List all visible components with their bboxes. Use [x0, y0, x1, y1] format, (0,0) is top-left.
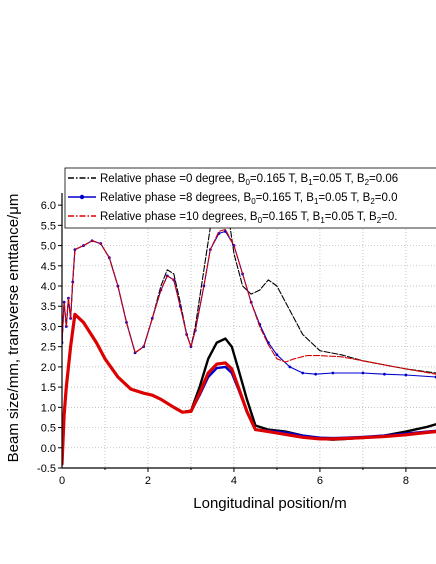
legend-label-part: =0.06 — [369, 173, 398, 185]
legend-subscript: 0 — [245, 178, 250, 187]
x-axis-label: Longitudinal position/m — [193, 495, 346, 512]
y-tick-label: 5.5 — [41, 220, 56, 232]
axes — [58, 193, 436, 472]
legend-label-part: =0.05 T, B — [318, 192, 370, 204]
x-tick-label: 0 — [59, 475, 65, 487]
legend-subscript: 0 — [251, 197, 256, 206]
legend-label-part: =0.165 T, B — [256, 192, 315, 204]
y-tick-label: 0.5 — [41, 423, 56, 435]
y-tick-label: -0.5 — [37, 463, 56, 475]
series-line — [62, 228, 436, 375]
series-point — [314, 372, 318, 376]
y-tick-label: 1.0 — [41, 402, 56, 414]
legend-label-part: =0.05 T, B — [313, 173, 365, 185]
legend-label: Relative phase =8 degrees, B0=0.165 T, B… — [100, 192, 397, 206]
series-point — [361, 371, 365, 375]
y-tick-label: 0.0 — [41, 443, 56, 455]
tick-labels: -0.5 0.0 0.5 1.0 1.5 2.0 2.5 3.0 3.5 4.0 4.5 5.0 5.5… — [37, 200, 409, 487]
legend-subscript: 1 — [320, 216, 325, 225]
legend-label: Relative phase =10 degrees, B0=0.165 T, … — [100, 211, 397, 225]
x-tick-label: 4 — [231, 475, 237, 487]
legend-subscript: 2 — [365, 178, 370, 187]
y-tick-label: 5.0 — [41, 241, 56, 253]
y-tick-label: 4.0 — [41, 281, 56, 293]
series-point — [404, 373, 408, 377]
series-point — [288, 365, 292, 369]
series-line — [62, 312, 436, 466]
legend-subscript: 1 — [308, 178, 313, 187]
legend-label-part: =0. — [381, 211, 397, 223]
legend-subscript: 1 — [314, 197, 319, 206]
y-tick-label: 4.5 — [41, 261, 56, 273]
legend-subscript: 2 — [377, 216, 382, 225]
legend-label: Relative phase =0 degree, B0=0.165 T, B1… — [100, 173, 398, 187]
legend-label-part: =0.165 T, B — [250, 173, 309, 185]
legend-marker-dot — [79, 194, 85, 200]
legend-box — [64, 167, 436, 229]
series-point — [383, 372, 386, 376]
legend-label-part: =0.05 T, B — [325, 211, 377, 223]
legend-label-part: Relative phase =0 degree, B — [100, 173, 246, 185]
y-tick-label: 3.0 — [41, 321, 56, 333]
y-tick-label: 2.5 — [41, 342, 56, 354]
plot-area — [62, 193, 436, 468]
y-tick-label: 6.0 — [41, 200, 56, 212]
y-tick-label: 2.0 — [41, 362, 56, 374]
legend: Relative phase =0 degree, B0=0.165 T, B1… — [64, 167, 436, 229]
series-point — [331, 371, 335, 375]
legend-label-part: Relative phase =8 degrees, B — [100, 192, 252, 204]
series-point — [301, 371, 305, 375]
x-tick-label: 6 — [317, 475, 323, 487]
x-tick-label: 2 — [145, 475, 151, 487]
y-tick-label: 3.5 — [41, 301, 56, 313]
series-point — [275, 353, 279, 357]
x-tick-label: 8 — [403, 475, 409, 487]
y-axis-label: Beam size/mm, transverse emttance/μm — [5, 194, 22, 463]
y-tick-label: 1.5 — [41, 382, 56, 394]
legend-label-part: =0.0 — [375, 192, 398, 204]
legend-label-part: =0.165 T, B — [262, 211, 321, 223]
legend-subscript: 0 — [258, 216, 263, 225]
series-group — [62, 193, 436, 466]
legend-subscript: 2 — [370, 197, 375, 206]
legend-label-part: Relative phase =10 degrees, B — [100, 211, 258, 223]
